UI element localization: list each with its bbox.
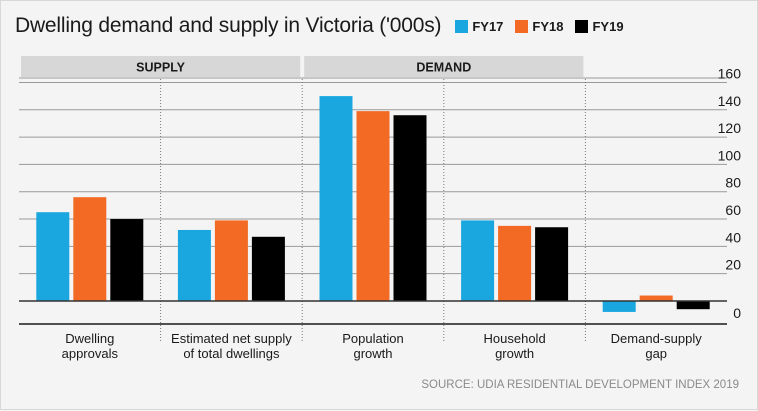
bar-fy17 — [602, 301, 636, 312]
legend-item-fy19: FY19 — [575, 18, 624, 34]
bar-fy19 — [393, 115, 427, 301]
legend-swatch-fy18 — [515, 19, 529, 33]
bar-fy19 — [676, 301, 710, 310]
category-label: approvals — [62, 346, 119, 361]
y-tick-label: 140 — [718, 93, 742, 109]
bar-fy19 — [535, 227, 569, 301]
bar-fy17 — [461, 220, 495, 301]
bar-fy17 — [36, 212, 70, 301]
category-label: growth — [495, 346, 534, 361]
category-label: Dwelling — [65, 331, 114, 346]
legend-label-fy17: FY17 — [472, 18, 504, 34]
bar-fy18 — [73, 197, 107, 301]
y-tick-label: 60 — [725, 202, 741, 218]
y-tick-label: 100 — [718, 147, 742, 163]
bar-fy18 — [639, 295, 673, 301]
category-label: Population — [342, 331, 403, 346]
bar-fy19 — [110, 219, 144, 301]
bar-fy18 — [356, 111, 390, 301]
legend-label-fy19: FY19 — [592, 18, 624, 34]
y-tick-label: 120 — [718, 120, 742, 136]
bars — [36, 96, 710, 312]
group-header-label: DEMAND — [416, 61, 471, 75]
y-tick-label: 0 — [733, 305, 741, 321]
source-note: SOURCE: UDIA RESIDENTIAL DEVELOPMENT IND… — [421, 379, 739, 391]
category-label: Demand-supply — [611, 331, 703, 346]
y-tick-label: 80 — [725, 175, 741, 191]
legend-item-fy17: FY17 — [455, 19, 503, 34]
bar-fy18 — [498, 225, 532, 301]
group-header-demand — [304, 56, 584, 77]
legend-swatch-fy19 — [575, 19, 589, 33]
category-label: Estimated net supply — [171, 331, 292, 346]
title-row: Dwelling demand and supply in Victoria (… — [15, 9, 636, 43]
category-label: of total dwellings — [183, 346, 280, 361]
y-tick-label: 20 — [725, 257, 741, 273]
y-tick-label: 160 — [718, 65, 742, 81]
legend-swatch-fy17 — [455, 19, 469, 33]
category-label: growth — [353, 346, 392, 361]
bar-fy19 — [251, 236, 285, 301]
group-header-supply — [21, 56, 301, 77]
chart-title: Dwelling demand and supply in Victoria (… — [15, 14, 442, 37]
category-label: Household — [484, 331, 546, 346]
y-tick-label: 40 — [725, 229, 741, 245]
zero-line-group — [19, 300, 727, 325]
group-headers: SUPPLY DEMAND — [19, 56, 727, 79]
bar-fy17 — [319, 96, 353, 301]
legend-label-fy18: FY18 — [532, 18, 564, 34]
bar-fy18 — [214, 220, 248, 301]
y-axis: 0 20 40 60 80 100 120 140 160 — [718, 65, 742, 321]
bar-fy17 — [177, 229, 211, 301]
category-label: gap — [645, 346, 667, 361]
group-header-label: SUPPLY — [136, 61, 186, 75]
legend-item-fy18: FY18 — [515, 19, 563, 34]
